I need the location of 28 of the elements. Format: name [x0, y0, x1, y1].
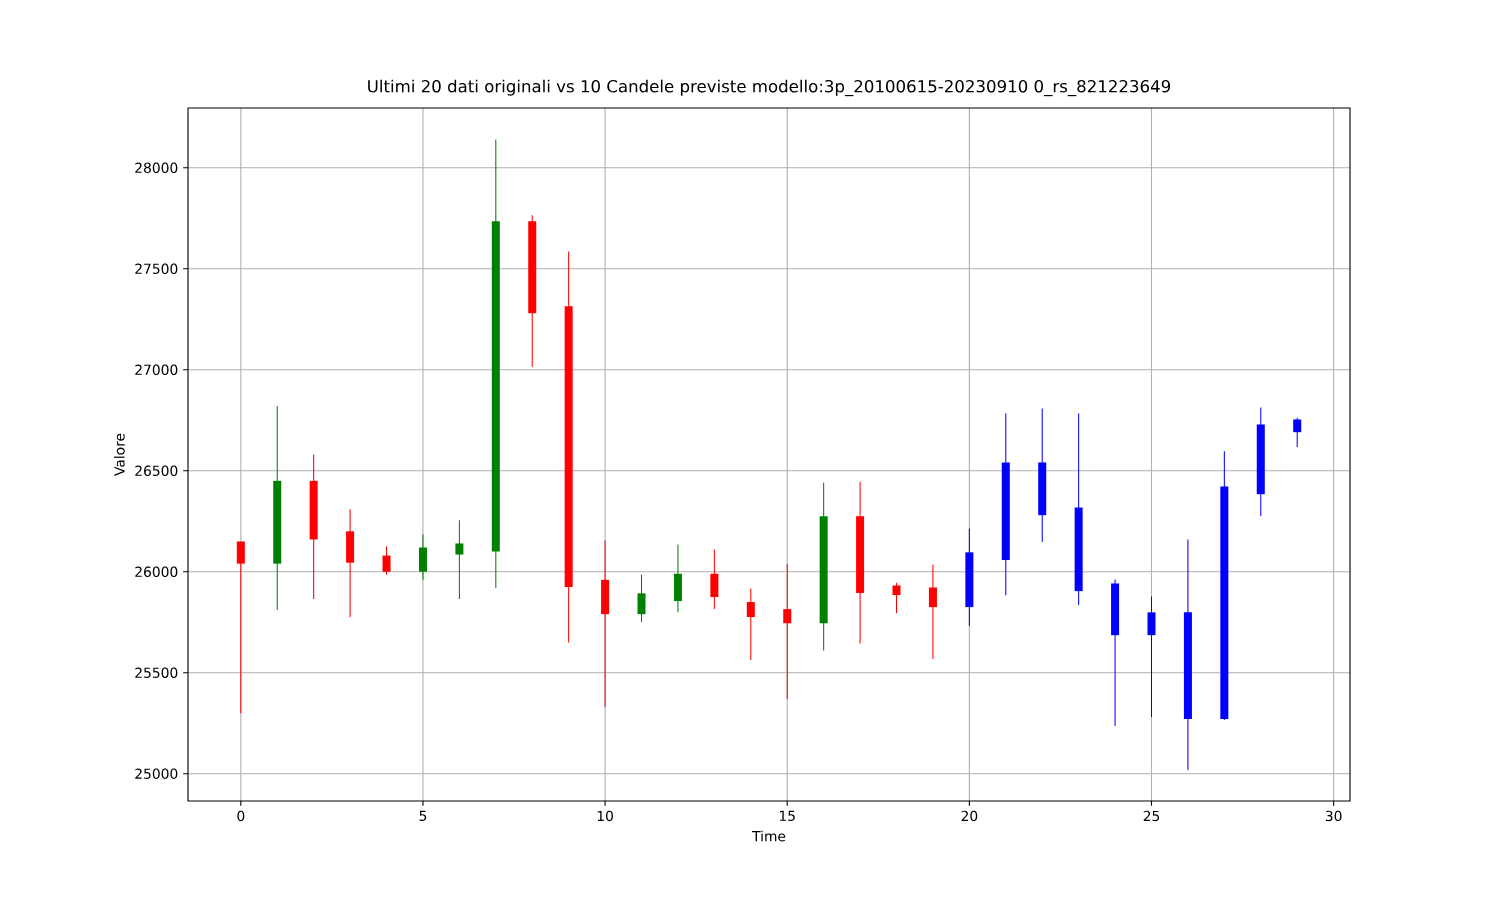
x-axis-title: Time — [752, 830, 786, 842]
candlestick — [892, 582, 901, 614]
x-tick-label: 5 — [419, 810, 427, 822]
x-tick-label: 20 — [961, 810, 978, 822]
x-tick-label: 0 — [237, 810, 245, 822]
x-tick-label: 30 — [1325, 810, 1342, 822]
x-tick-label: 10 — [597, 810, 613, 822]
y-tick-label: 25000 — [135, 768, 178, 779]
candlestick — [1293, 417, 1302, 448]
y-tick-label: 28000 — [135, 162, 178, 174]
candlestick — [382, 545, 391, 576]
x-tick-label: 15 — [779, 810, 795, 822]
candlestick — [1147, 595, 1156, 718]
candlestick — [746, 587, 755, 661]
candlestick — [710, 549, 719, 610]
candlestick — [783, 563, 792, 700]
y-tick-label: 27500 — [135, 263, 178, 274]
x-tick-label: 25 — [1143, 810, 1160, 822]
y-axis-title: Valore — [114, 433, 125, 476]
candlestick — [455, 519, 464, 600]
candlestick — [928, 563, 937, 660]
chart-title: Ultimi 20 dati originali vs 10 Candele previste modello:3p_20100615-20230910 0_rs_821223649 — [368, 79, 1171, 97]
y-tick-label: 26000 — [135, 566, 178, 577]
y-tick-label: 26500 — [135, 465, 178, 476]
y-tick-label: 25500 — [135, 667, 178, 678]
candlestick — [637, 574, 646, 623]
candlestick — [236, 540, 245, 714]
y-tick-label: 27000 — [135, 364, 178, 375]
